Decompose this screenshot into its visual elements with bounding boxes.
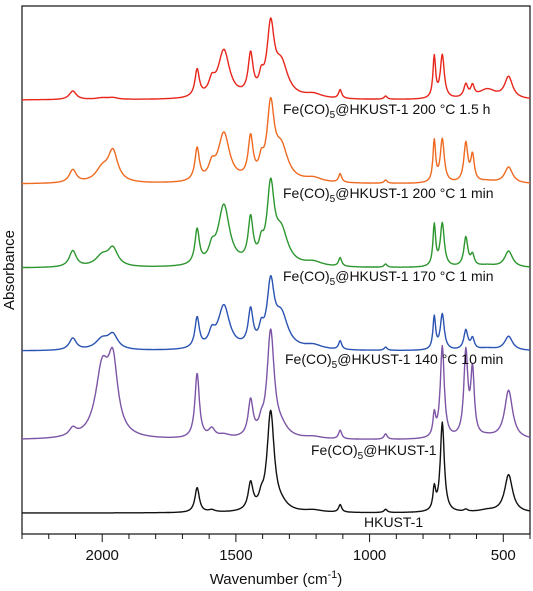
x-axis-title-main: Wavenumber (cm — [210, 571, 328, 588]
x-axis-title: Wavenumber (cm-1) — [210, 569, 343, 588]
trace-label-5: Fe(CO)5@HKUST-1 — [311, 442, 437, 462]
spectrum-trace-2 — [21, 96, 531, 185]
plot-frame — [21, 5, 531, 535]
x-tick-label: 1500 — [219, 547, 252, 564]
x-tick-label: 500 — [491, 547, 516, 564]
x-axis-title-close: ) — [337, 571, 342, 588]
trace-label-6: HKUST-1 — [364, 514, 423, 530]
x-axis-title-unit-exponent: -1 — [328, 569, 338, 581]
spectra-traces — [21, 17, 531, 514]
spectrum-trace-3 — [21, 177, 531, 269]
spectrum-trace-5 — [21, 328, 531, 440]
spectrum-trace-6 — [21, 409, 531, 514]
y-axis-title: Absorbance — [1, 230, 18, 310]
trace-labels: Fe(CO)5@HKUST-1 200 °C 1.5 h Fe(CO)5@HKUS… — [283, 101, 503, 530]
spectrum-trace-4 — [21, 275, 531, 352]
x-tick-label: 2000 — [86, 547, 119, 564]
trace-label-4: Fe(CO)5@HKUST-1 140 °C 10 min — [285, 351, 503, 371]
x-axis-ticks: 2000 1500 1000 500 — [21, 534, 531, 564]
trace-label-2: Fe(CO)5@HKUST-1 200 °C 1 min — [283, 185, 494, 205]
x-tick-label: 1000 — [353, 547, 386, 564]
trace-label-1: Fe(CO)5@HKUST-1 200 °C 1.5 h — [283, 101, 490, 121]
trace-label-3: Fe(CO)5@HKUST-1 170 °C 1 min — [283, 268, 494, 288]
spectrum-trace-1 — [21, 17, 531, 101]
